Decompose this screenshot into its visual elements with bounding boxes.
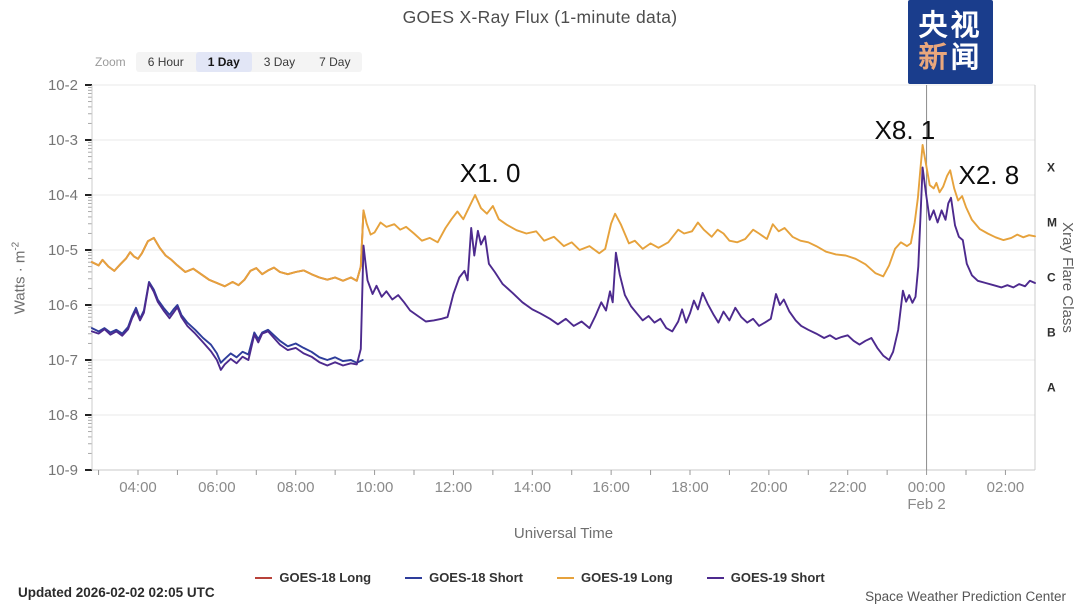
legend-item-goes-19-short[interactable]: GOES-19 Short: [706, 570, 825, 585]
legend-label: GOES-18 Short: [429, 570, 523, 585]
chart-legend: GOES-18 Long GOES-18 Short GOES-19 Long GOE…: [0, 570, 1080, 585]
x-tick-label: 16:00: [592, 479, 630, 496]
zoom-option-6-hour[interactable]: 6 Hour: [147, 55, 184, 69]
legend-item-goes-18-long[interactable]: GOES-18 Long: [255, 570, 371, 585]
legend-dash-icon: [557, 576, 574, 579]
flare-class-label-a: A: [1047, 381, 1056, 395]
x-tick-sub-label: Feb 2: [907, 496, 945, 513]
series-goes-19-short: [90, 166, 1036, 371]
series-goes-18-long: [90, 209, 365, 288]
legend-label: GOES-18 Long: [279, 570, 372, 585]
x-tick-label: 02:00: [987, 479, 1025, 496]
flare-annotation-x10: X1. 0: [460, 158, 521, 188]
flare-annotation-x81: X8. 1: [875, 115, 936, 145]
updated-timestamp: Updated 2026-02-02 02:05 UTC: [18, 585, 215, 600]
flare-annotation-x28: X2. 8: [959, 160, 1020, 190]
chart-title: GOES X-Ray Flux (1-minute data): [402, 7, 678, 27]
legend-dash-icon: [255, 576, 273, 579]
cctv-news-logo: 央视 新闻: [908, 0, 993, 84]
zoom-option-7-day[interactable]: 7 Day: [319, 55, 351, 69]
zoom-bar: Zoom 6 Hour 1 Day 3 Day 7 Day: [95, 52, 363, 72]
legend-dash-icon: [405, 576, 423, 579]
legend-item-goes-19-long[interactable]: GOES-19 Long: [557, 570, 673, 585]
flare-class-label-m: M: [1047, 216, 1057, 230]
series-goes-18-short: [90, 280, 364, 364]
right-axis-title-text: Xray Flare Class: [1058, 222, 1076, 333]
x-tick-label: 18:00: [671, 479, 709, 496]
series-goes-19-long: [90, 143, 1036, 288]
logo-char-wen: 闻: [950, 42, 983, 74]
y-tick-label: 10-7: [48, 352, 78, 369]
x-tick-label: 20:00: [750, 479, 788, 496]
logo-line2: 新闻: [918, 42, 982, 74]
zoom-option-3-day[interactable]: 3 Day: [263, 55, 296, 69]
y-tick-label: 10-3: [48, 132, 78, 149]
source-credit: Space Weather Prediction Center: [865, 589, 1066, 604]
right-axis-title: Xray Flare Class: [1054, 85, 1080, 470]
flare-class-label-c: C: [1047, 271, 1056, 285]
zoom-button-group: 6 Hour 1 Day 3 Day 7 Day: [135, 52, 363, 72]
legend-dash-icon: [706, 576, 724, 579]
y-tick-label: 10-9: [48, 462, 78, 479]
zoom-bar-label: Zoom: [95, 55, 126, 69]
legend-label: GOES-19 Long: [581, 570, 673, 585]
y-axis-title: Watts · m-2: [2, 85, 36, 470]
legend-label: GOES-19 Short: [730, 570, 825, 585]
x-tick-label: 12:00: [435, 479, 473, 496]
flare-class-label-b: B: [1047, 326, 1056, 340]
x-tick-label: 14:00: [514, 479, 552, 496]
flare-class-label-x: X: [1047, 161, 1055, 175]
zoom-option-1-day[interactable]: 1 Day: [195, 52, 252, 72]
y-axis-title-text: Watts · m-2: [10, 241, 29, 314]
x-tick-label: 00:00: [908, 479, 946, 496]
logo-line1: 央视: [918, 9, 983, 42]
x-tick-label: 04:00: [119, 479, 157, 496]
x-axis-title: Universal Time: [513, 525, 614, 542]
legend-item-goes-18-short[interactable]: GOES-18 Short: [405, 570, 523, 585]
logo-char-xin: 新: [918, 42, 951, 74]
x-tick-label: 10:00: [356, 479, 394, 496]
x-tick-label: 06:00: [198, 479, 236, 496]
y-tick-label: 10-2: [48, 77, 78, 94]
x-tick-label: 08:00: [277, 479, 315, 496]
y-tick-label: 10-6: [48, 297, 78, 314]
y-tick-label: 10-4: [48, 187, 78, 204]
x-tick-label: 22:00: [829, 479, 867, 496]
y-tick-label: 10-5: [48, 242, 78, 259]
y-tick-label: 10-8: [48, 407, 78, 424]
